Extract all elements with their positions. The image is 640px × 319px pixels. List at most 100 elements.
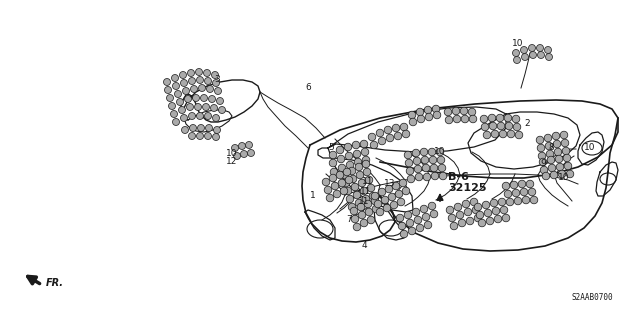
Circle shape [370, 141, 378, 149]
Circle shape [396, 190, 403, 198]
Circle shape [439, 172, 447, 180]
Circle shape [372, 205, 380, 213]
Circle shape [348, 167, 356, 175]
Circle shape [422, 213, 430, 221]
Circle shape [407, 175, 415, 183]
Circle shape [205, 124, 212, 131]
Circle shape [400, 123, 408, 131]
Circle shape [561, 139, 569, 147]
Circle shape [357, 203, 365, 211]
Circle shape [405, 159, 413, 167]
Circle shape [353, 223, 361, 231]
Circle shape [429, 156, 437, 164]
Circle shape [466, 217, 474, 225]
Circle shape [450, 222, 458, 230]
Circle shape [489, 122, 497, 130]
Circle shape [200, 94, 207, 101]
Circle shape [383, 204, 391, 212]
Text: 32125: 32125 [448, 183, 486, 193]
Circle shape [513, 49, 520, 56]
Circle shape [553, 140, 561, 148]
Circle shape [528, 188, 536, 196]
Circle shape [211, 71, 218, 78]
Circle shape [513, 123, 521, 131]
Circle shape [193, 94, 200, 101]
Circle shape [550, 171, 558, 179]
Circle shape [189, 78, 195, 85]
Circle shape [402, 130, 410, 138]
Circle shape [416, 224, 424, 232]
Circle shape [494, 215, 502, 223]
Circle shape [413, 157, 421, 165]
Circle shape [386, 134, 394, 142]
Text: 11: 11 [360, 188, 371, 197]
Circle shape [502, 214, 510, 222]
Circle shape [469, 115, 477, 123]
Circle shape [196, 132, 204, 139]
Circle shape [420, 205, 428, 213]
Circle shape [207, 85, 214, 93]
Circle shape [184, 95, 191, 102]
Circle shape [428, 202, 436, 210]
Circle shape [540, 166, 548, 174]
Circle shape [512, 189, 520, 197]
Circle shape [186, 103, 193, 110]
Text: 5: 5 [328, 144, 333, 152]
Circle shape [504, 190, 512, 198]
Circle shape [350, 207, 358, 215]
Circle shape [507, 130, 515, 138]
Circle shape [326, 194, 334, 202]
Circle shape [344, 143, 352, 151]
Circle shape [456, 211, 464, 219]
Circle shape [483, 131, 491, 139]
Circle shape [209, 95, 216, 102]
Circle shape [364, 168, 371, 176]
Circle shape [336, 146, 344, 154]
Circle shape [484, 209, 492, 217]
Circle shape [324, 186, 332, 194]
Circle shape [520, 47, 527, 54]
Circle shape [196, 113, 204, 120]
Circle shape [499, 130, 507, 138]
Circle shape [202, 103, 209, 110]
Circle shape [556, 155, 563, 163]
Circle shape [164, 86, 172, 93]
Circle shape [362, 160, 370, 168]
Circle shape [482, 201, 490, 209]
Circle shape [430, 164, 438, 172]
Circle shape [536, 44, 543, 51]
Circle shape [492, 207, 500, 215]
Circle shape [396, 214, 404, 222]
Circle shape [180, 115, 188, 122]
Circle shape [360, 140, 368, 148]
Circle shape [384, 126, 392, 134]
Circle shape [556, 163, 564, 171]
Circle shape [180, 79, 188, 86]
Circle shape [445, 116, 453, 124]
Circle shape [381, 196, 389, 204]
Text: 7: 7 [346, 216, 352, 225]
Circle shape [358, 179, 366, 187]
Circle shape [448, 214, 456, 222]
Circle shape [365, 208, 372, 216]
Circle shape [546, 150, 554, 158]
Circle shape [188, 70, 195, 77]
Circle shape [552, 132, 560, 140]
Circle shape [404, 151, 412, 159]
Circle shape [394, 132, 402, 140]
Circle shape [414, 216, 422, 224]
Text: 13: 13 [384, 179, 396, 188]
Circle shape [529, 44, 536, 51]
Circle shape [205, 78, 211, 85]
Text: 8: 8 [548, 144, 554, 152]
Circle shape [474, 214, 482, 222]
Circle shape [460, 107, 468, 115]
Circle shape [431, 172, 439, 180]
Circle shape [453, 115, 461, 123]
Circle shape [545, 47, 552, 54]
Circle shape [348, 203, 356, 211]
Circle shape [428, 148, 436, 156]
Circle shape [170, 110, 177, 117]
Circle shape [198, 124, 205, 131]
Circle shape [212, 133, 220, 140]
